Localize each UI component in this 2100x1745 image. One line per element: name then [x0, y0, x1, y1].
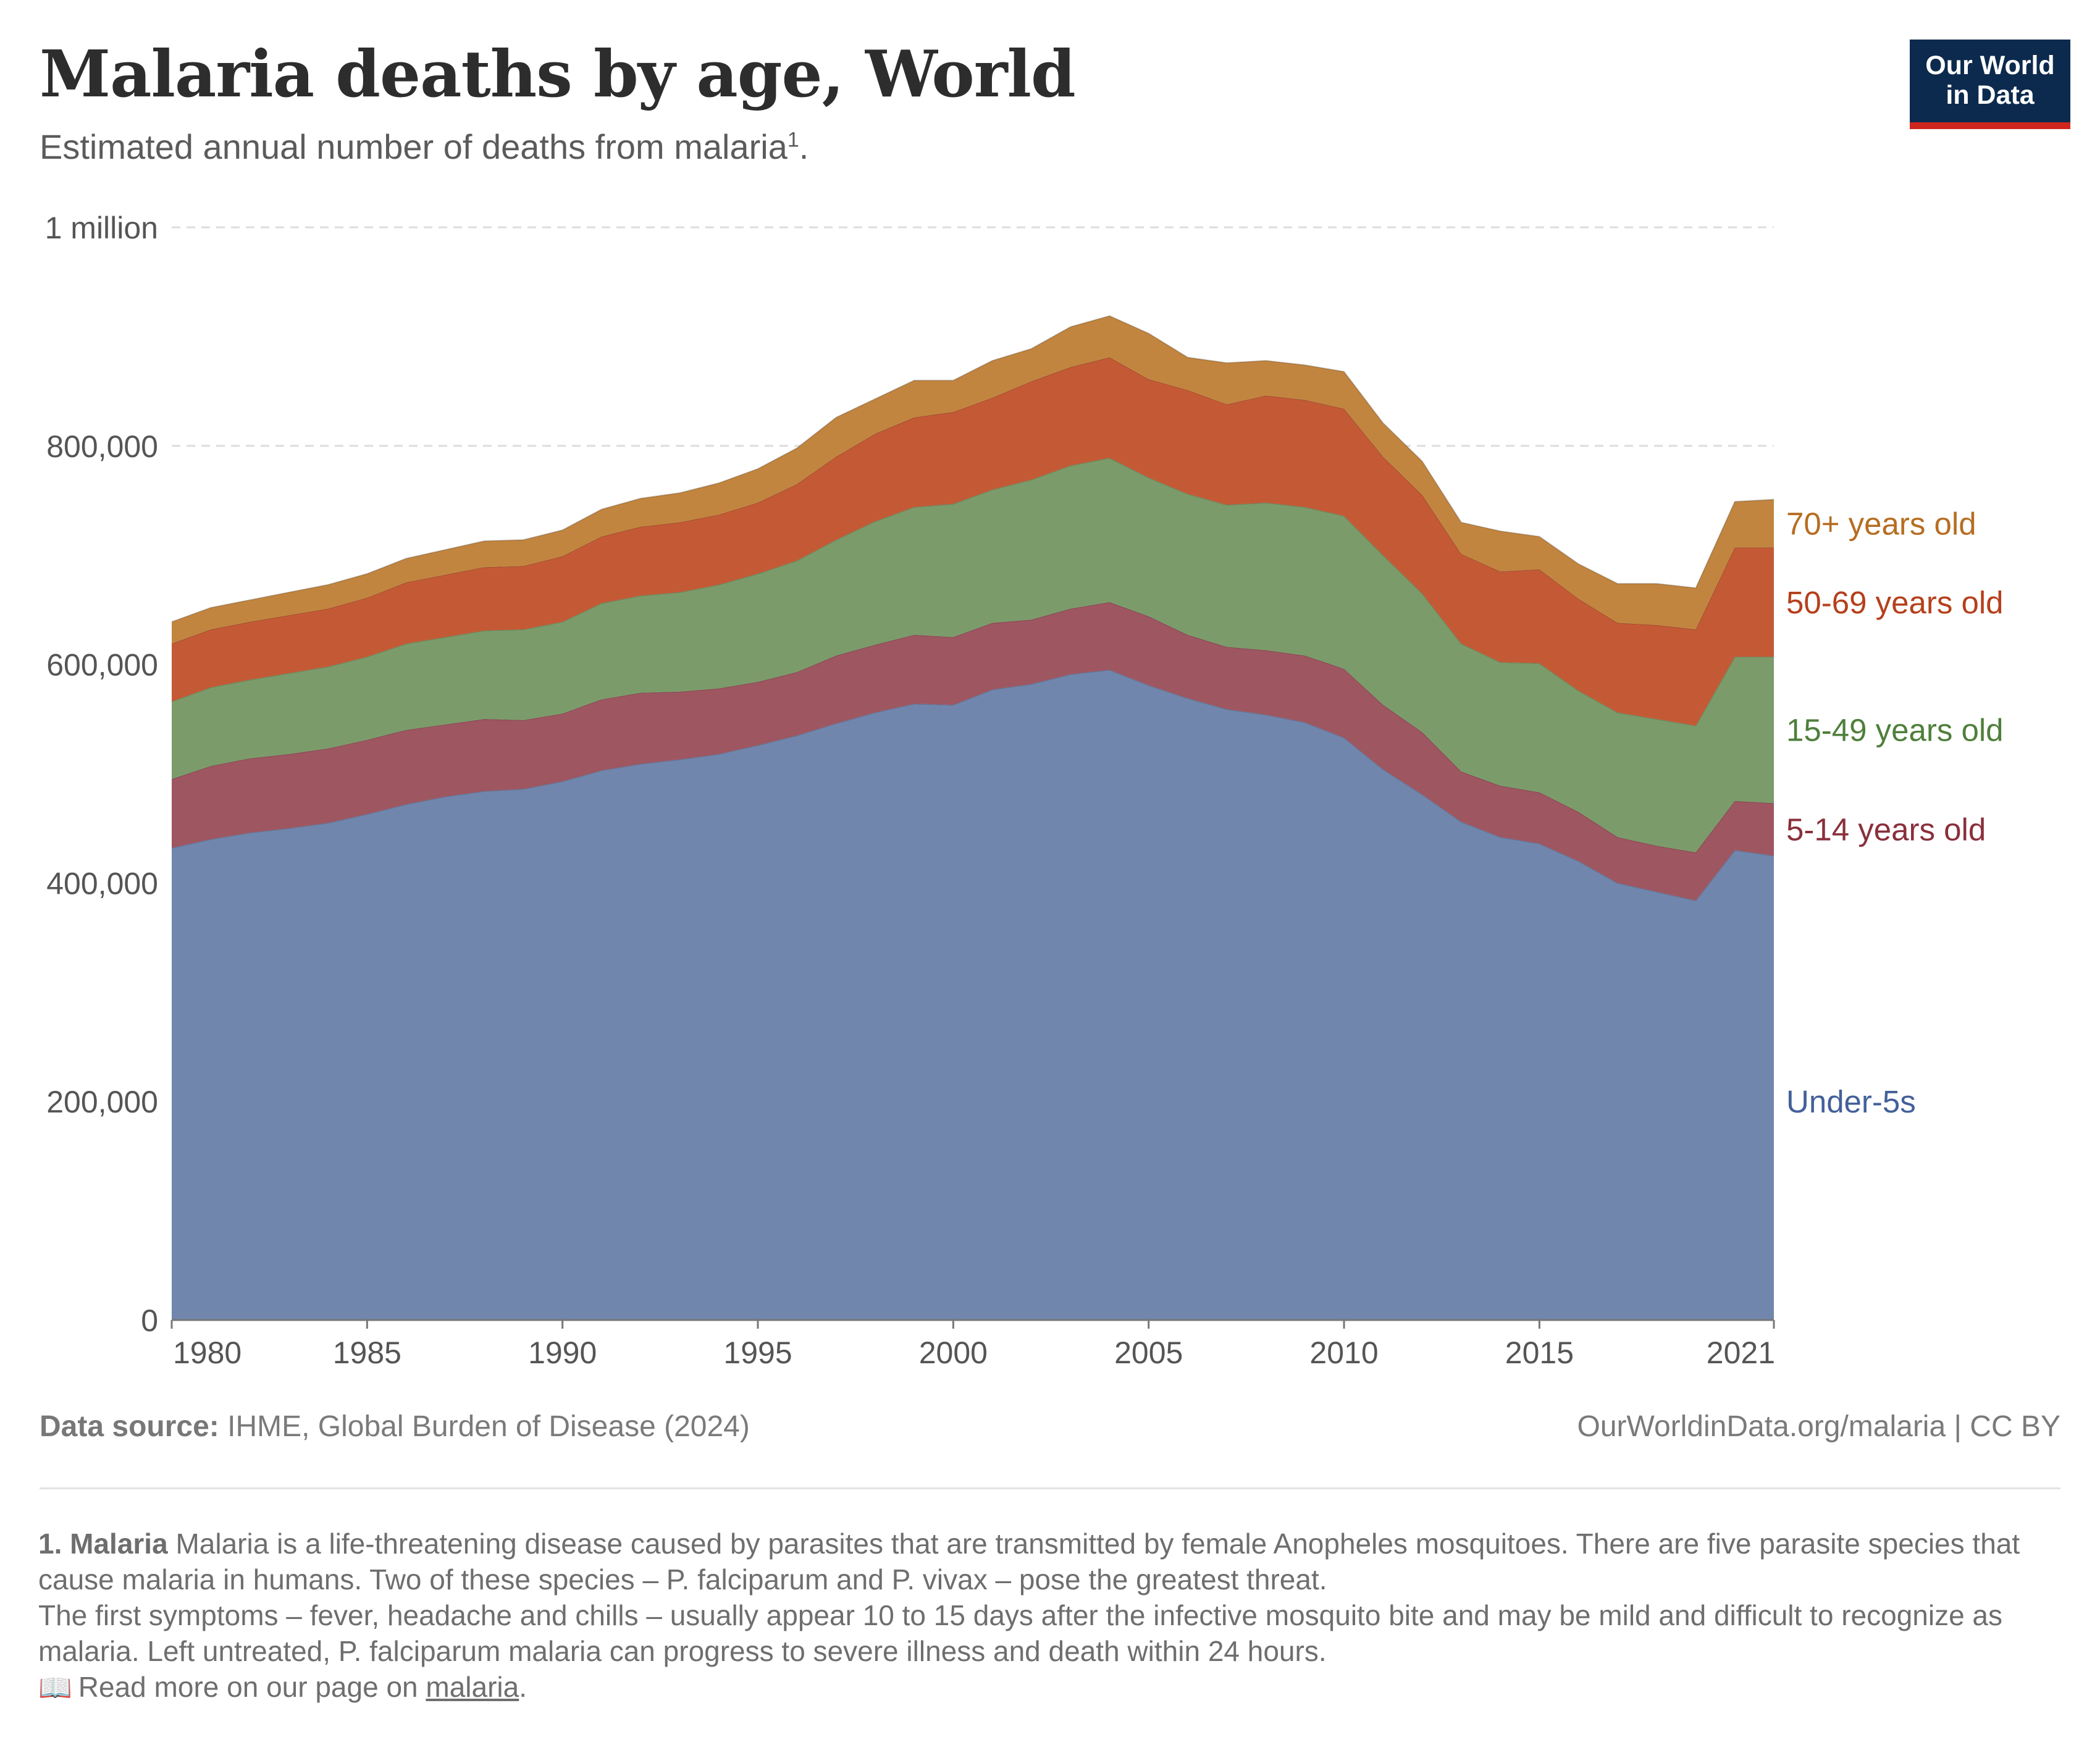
footer-divider: [40, 1487, 2060, 1489]
series-label-under-5s: Under-5s: [1786, 1084, 1916, 1119]
x-tick-label: 2005: [1114, 1335, 1183, 1370]
footnote-text-2: The first symptoms – fever, headache and…: [38, 1599, 2003, 1667]
footnote-text-1: Malaria is a life-threatening disease ca…: [38, 1528, 2020, 1596]
read-more-prefix: Read more on our page on: [78, 1671, 418, 1703]
area-15-49: [172, 458, 1774, 852]
series-label-15-49: 15-49 years old: [1786, 713, 2004, 748]
area-chart: 0 200,000 400,000 600,000 800,000 1 million 19…: [45, 211, 2004, 1370]
read-more: 📖 Read more on our page on malaria.: [38, 1669, 2058, 1706]
y-tick-label: 1 million: [45, 211, 158, 245]
url-license[interactable]: OurWorldinData.org/malaria | CC BY: [1577, 1410, 2060, 1443]
y-tick-label: 400,000: [46, 866, 158, 901]
x-tick-label: 2010: [1309, 1335, 1378, 1370]
y-tick-label: 600,000: [46, 648, 158, 683]
book-icon: 📖: [38, 1673, 72, 1703]
area-5-14: [172, 602, 1774, 901]
x-tick-label: 1980: [173, 1335, 242, 1370]
owid-logo[interactable]: Our World in Data: [1910, 40, 2070, 129]
footnote-ref[interactable]: 1: [787, 128, 799, 152]
footnotes: 1. Malaria Malaria is a life-threatening…: [38, 1526, 2058, 1706]
series-label-50-69: 50-69 years old: [1786, 585, 2004, 620]
x-tick-label: 2015: [1505, 1335, 1574, 1370]
y-tick-label: 200,000: [46, 1085, 158, 1119]
data-source-label: Data source:: [40, 1410, 219, 1443]
data-source: Data source: IHME, Global Burden of Dise…: [40, 1410, 750, 1444]
data-source-text[interactable]: IHME, Global Burden of Disease (2024): [227, 1410, 750, 1443]
x-tick-label: 1990: [528, 1335, 597, 1370]
x-tick-label: 2021: [1707, 1335, 1775, 1370]
series-label-70-plus: 70+ years old: [1786, 506, 1976, 541]
malaria-link[interactable]: malaria: [426, 1671, 519, 1703]
area-70-plus-edge: [171, 315, 1774, 623]
footnote-1: 1. Malaria Malaria is a life-threatening…: [38, 1526, 2058, 1597]
subtitle-end: .: [799, 127, 809, 166]
x-tick-label: 1995: [723, 1335, 792, 1370]
y-tick-label: 0: [141, 1303, 158, 1338]
chart-subtitle: Estimated annual number of deaths from m…: [40, 127, 808, 167]
area-50-69: [172, 357, 1774, 726]
x-tick-label: 1985: [333, 1335, 401, 1370]
x-tick-label: 2000: [919, 1335, 988, 1370]
read-more-suffix: .: [519, 1671, 527, 1703]
logo-line-2: in Data: [1946, 80, 2035, 110]
area-under-5s: [172, 670, 1774, 1320]
footnote-term: 1. Malaria: [38, 1528, 168, 1560]
y-tick-label: 800,000: [46, 429, 158, 464]
series-label-5-14: 5-14 years old: [1786, 812, 1986, 847]
chart-title: Malaria deaths by age, World: [40, 36, 1076, 112]
area-70-plus: [172, 316, 1774, 644]
subtitle-text: Estimated annual number of deaths from m…: [40, 127, 788, 166]
logo-line-1: Our World: [1925, 51, 2055, 80]
